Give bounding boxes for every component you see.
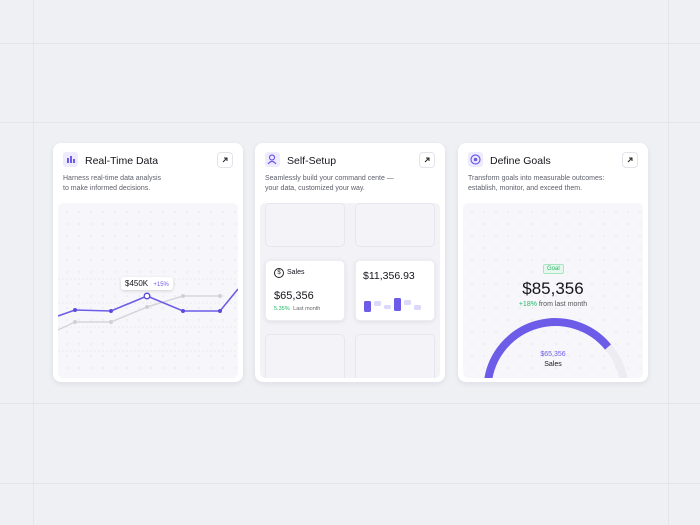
line-chart [58, 278, 238, 352]
goal-panel: Goal $85,356 +18% from last month $65,35… [463, 203, 643, 378]
goal-badge: Goal [543, 264, 564, 274]
value-widget: $11,356.93 [355, 260, 435, 321]
card-title: Self-Setup [287, 155, 337, 167]
guide-line [0, 483, 700, 484]
card-description: Seamlessly build your command cente — you… [265, 174, 394, 194]
card-icon [265, 152, 280, 167]
guide-line [0, 403, 700, 404]
placeholder-cell [355, 203, 435, 247]
text-line: Transform goals into measurable outcomes… [468, 175, 605, 182]
text-line: your data, customized your way. [265, 185, 365, 192]
placeholder-cell [265, 334, 345, 378]
guide-line [33, 0, 34, 525]
change-period: Last month [293, 306, 321, 312]
gauge [484, 318, 628, 378]
change-text: from last month [538, 301, 588, 308]
card: Real-Time Data Harness real-time data an… [53, 143, 243, 382]
change-value: +18% [518, 301, 537, 308]
arrow-icon [222, 157, 228, 163]
card-description: Transform goals into measurable outcomes… [468, 174, 604, 194]
guide-line [0, 122, 700, 123]
widget-value: $11,356.93 [363, 270, 415, 282]
card-icon [468, 152, 483, 167]
card: Self-Setup Seamlessly build your command… [255, 143, 445, 382]
card-title: Define Goals [490, 155, 551, 167]
card-description: Harness real-time data analysis to make i… [63, 174, 161, 194]
icon [67, 156, 75, 163]
open-button[interactable] [419, 152, 435, 168]
gauge-label: Sales [544, 361, 562, 368]
widget-change: 5.35% Last month [274, 306, 320, 312]
widget-panel: $ Sales $65,356 5.35% Last month $11,356… [260, 203, 440, 378]
dollar-icon: $ [274, 268, 284, 278]
goal-change: +18% from last month [463, 301, 643, 308]
card-title: Real-Time Data [85, 155, 159, 167]
text-line: Seamlessly build your command cente — [265, 175, 394, 182]
change-value: 5.35% [274, 306, 290, 312]
gauge-value: $65,356 [540, 351, 566, 358]
open-button[interactable] [622, 152, 638, 168]
goal-value: $85,356 [522, 279, 584, 298]
guide-line [0, 43, 700, 44]
tooltip-value: $450K [125, 279, 149, 288]
text-line: to make informed decisions. [63, 185, 151, 192]
sales-widget: $ Sales $65,356 5.35% Last month [265, 260, 345, 321]
widget-value: $65,356 [274, 290, 314, 302]
tooltip: $450K +15% [121, 277, 173, 290]
arrow-icon [424, 157, 430, 163]
arrow-icon [627, 157, 633, 163]
mini-bars [364, 298, 421, 312]
open-button[interactable] [217, 152, 233, 168]
placeholder-cell [265, 203, 345, 247]
chart-panel: $450K +15% [58, 203, 238, 378]
card: Define Goals Transform goals into measur… [458, 143, 648, 382]
placeholder-cell [355, 334, 435, 378]
widget-label: Sales [287, 269, 305, 276]
tooltip-change: +15% [153, 282, 169, 288]
text-line: establish, monitor, and exceed them. [468, 185, 583, 192]
icon [470, 154, 481, 165]
text-line: Harness real-time data analysis [63, 175, 162, 182]
card-icon [63, 152, 78, 167]
icon [267, 154, 277, 165]
guide-line [668, 0, 669, 525]
